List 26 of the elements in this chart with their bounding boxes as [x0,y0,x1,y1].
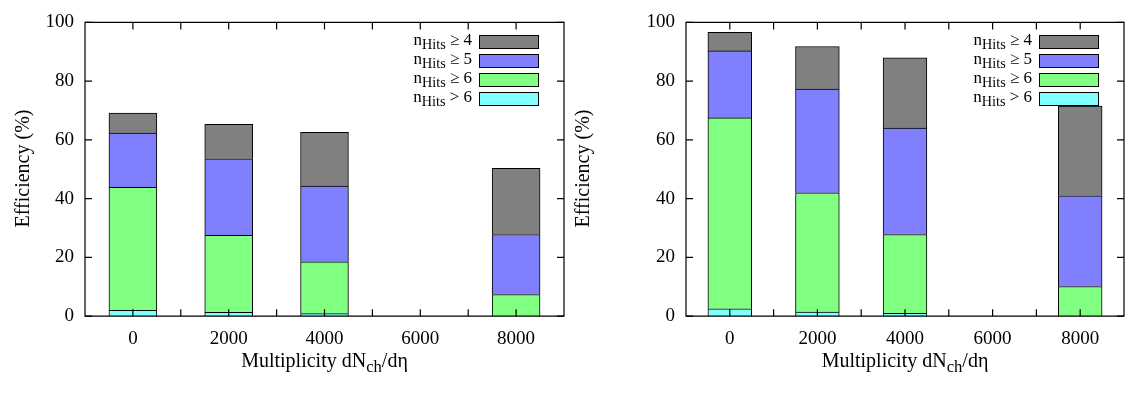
x-tick-label: 4000 [886,326,924,348]
x-axis-title: Multiplicity dN$_{ch}$/dη [820,349,990,377]
y-tick-label: 80 [656,69,675,91]
y-tick-label: 40 [656,186,675,208]
x-tick-label: 0 [128,326,138,348]
x-tick-label: 4000 [305,326,344,348]
y-tick-label: 60 [656,127,675,149]
y-axis-title: Efficiency (%) [571,109,595,228]
x-tick-label: 8000 [497,326,536,348]
y-axis-title: Efficiency (%) [11,109,35,228]
y-tick-label: 0 [64,304,74,326]
y-tick-label: 0 [665,304,675,326]
x-tick-label: 6000 [401,326,440,348]
x-tick-label: 6000 [973,326,1012,348]
y-tick-label: 20 [656,245,675,267]
y-tick-label: 100 [646,10,675,32]
y-tick-label: 60 [55,127,74,149]
y-tick-label: 20 [55,245,74,267]
x-axis-title: Multiplicity dN$_{ch}$/dη [240,349,409,377]
x-tick-label: 2000 [798,326,837,348]
x-tick-label: 0 [725,326,735,348]
x-tick-label: 2000 [209,326,248,348]
x-tick-label: 8000 [1061,326,1100,348]
y-tick-label: 40 [55,186,74,208]
y-tick-label: 100 [45,10,74,32]
y-tick-label: 80 [55,69,74,91]
